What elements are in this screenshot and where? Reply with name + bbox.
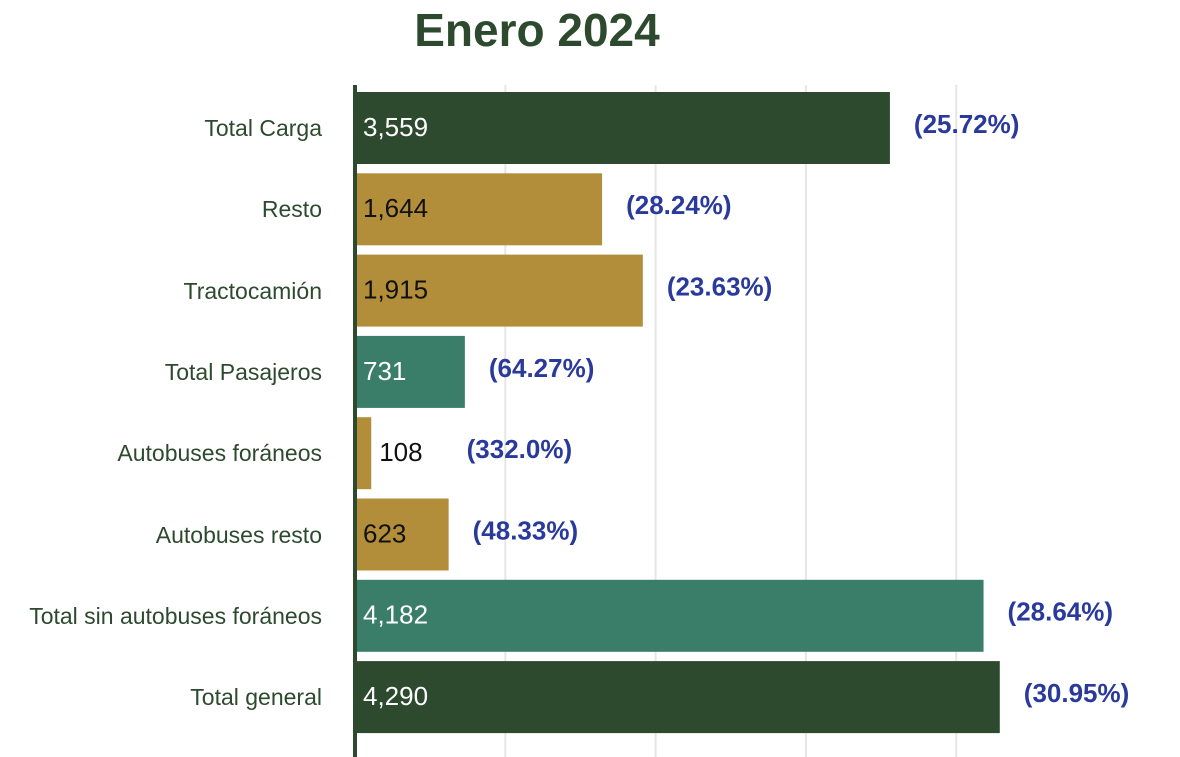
category-label: Total Pasajeros [164, 358, 322, 385]
chart-title: Enero 2024 [414, 4, 660, 56]
value-label: 623 [363, 518, 406, 548]
bar [355, 661, 1000, 734]
bar [355, 173, 603, 246]
value-label: 1,915 [363, 274, 428, 304]
bar [355, 92, 890, 164]
category-label: Autobuses foráneos [117, 440, 322, 467]
bar [355, 417, 372, 490]
category-label: Total Carga [204, 115, 322, 141]
value-label: 108 [379, 437, 422, 467]
percent-label: (64.27%) [489, 353, 594, 383]
bar [355, 254, 643, 327]
value-label: 4,182 [363, 600, 428, 630]
category-label: Total sin autobuses foráneos [29, 602, 322, 629]
bar [355, 579, 984, 652]
percent-label: (48.33%) [473, 515, 579, 545]
percent-label: (25.72%) [914, 109, 1020, 139]
value-label: 4,290 [363, 681, 428, 711]
category-label: Tractocamión [183, 277, 322, 304]
category-label: Autobuses resto [155, 521, 322, 548]
value-label: 731 [363, 356, 406, 386]
value-label: 1,644 [363, 193, 428, 223]
percent-label: (28.24%) [626, 190, 732, 220]
percent-label: (332.0%) [467, 434, 573, 464]
percent-label: (23.63%) [667, 271, 773, 301]
category-label: Total general [190, 684, 322, 711]
category-label: Resto [261, 196, 322, 223]
value-label: 3,559 [363, 112, 428, 142]
percent-label: (28.64%) [1008, 597, 1114, 627]
bar [355, 498, 449, 571]
percent-label: (30.95%) [1024, 678, 1130, 708]
bar [355, 335, 465, 408]
